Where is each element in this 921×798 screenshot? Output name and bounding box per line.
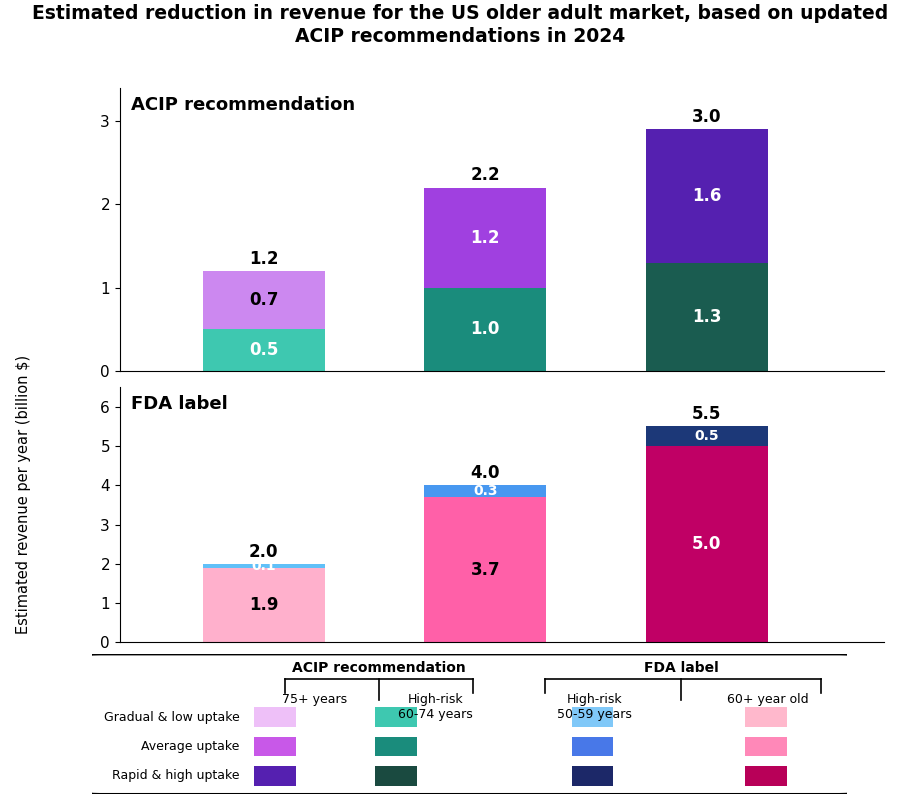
FancyBboxPatch shape xyxy=(85,654,855,794)
Text: ACIP recommendation: ACIP recommendation xyxy=(292,662,466,675)
Text: 3.7: 3.7 xyxy=(471,561,500,579)
Bar xyxy=(425,485,546,497)
Bar xyxy=(203,271,325,330)
Text: 0.5: 0.5 xyxy=(694,429,719,443)
Text: FDA label: FDA label xyxy=(644,662,718,675)
Bar xyxy=(254,737,296,757)
Text: 2.2: 2.2 xyxy=(471,167,500,184)
Text: High-risk
50-59 years: High-risk 50-59 years xyxy=(557,693,632,721)
Text: 3.0: 3.0 xyxy=(693,108,722,126)
Bar xyxy=(375,766,417,785)
Bar xyxy=(203,330,325,371)
Text: 0.7: 0.7 xyxy=(249,291,278,310)
Bar xyxy=(646,129,768,263)
Text: 1.9: 1.9 xyxy=(249,596,278,614)
Text: 0.1: 0.1 xyxy=(251,559,276,573)
Bar xyxy=(375,737,417,757)
Bar xyxy=(425,188,546,288)
Text: 1.6: 1.6 xyxy=(693,187,721,205)
Bar xyxy=(572,708,613,727)
Text: 2.0: 2.0 xyxy=(249,543,278,561)
Text: Estimated reduction in revenue for the US older adult market, based on updated
A: Estimated reduction in revenue for the U… xyxy=(32,4,889,46)
Text: ACIP recommendation: ACIP recommendation xyxy=(131,97,356,114)
Bar xyxy=(203,567,325,642)
Text: 0.5: 0.5 xyxy=(249,342,278,359)
Text: Average uptake: Average uptake xyxy=(141,740,239,753)
Text: 5.0: 5.0 xyxy=(693,535,721,553)
Text: Gradual & low uptake: Gradual & low uptake xyxy=(104,711,239,724)
Text: Rapid & high uptake: Rapid & high uptake xyxy=(111,769,239,782)
Text: 1.2: 1.2 xyxy=(471,229,500,247)
Bar xyxy=(646,426,768,446)
Bar xyxy=(745,708,787,727)
Bar xyxy=(646,263,768,371)
Bar xyxy=(203,564,325,567)
Text: 0.3: 0.3 xyxy=(473,484,497,498)
Text: 1.3: 1.3 xyxy=(693,308,722,326)
Bar xyxy=(745,737,787,757)
Text: Estimated revenue per year (billion $): Estimated revenue per year (billion $) xyxy=(16,355,30,634)
Text: 4.0: 4.0 xyxy=(471,464,500,482)
Text: 1.0: 1.0 xyxy=(471,321,500,338)
Bar xyxy=(646,446,768,642)
Bar xyxy=(425,497,546,642)
Bar xyxy=(425,288,546,371)
Text: 1.2: 1.2 xyxy=(249,250,278,268)
Text: 5.5: 5.5 xyxy=(693,405,721,423)
Bar xyxy=(254,766,296,785)
Bar xyxy=(375,708,417,727)
Bar xyxy=(745,766,787,785)
Bar xyxy=(572,737,613,757)
Text: FDA label: FDA label xyxy=(131,395,227,413)
Bar xyxy=(254,708,296,727)
Text: 75+ years: 75+ years xyxy=(283,693,347,706)
Text: High-risk
60-74 years: High-risk 60-74 years xyxy=(399,693,473,721)
Bar xyxy=(572,766,613,785)
Text: 60+ year old: 60+ year old xyxy=(728,693,809,706)
